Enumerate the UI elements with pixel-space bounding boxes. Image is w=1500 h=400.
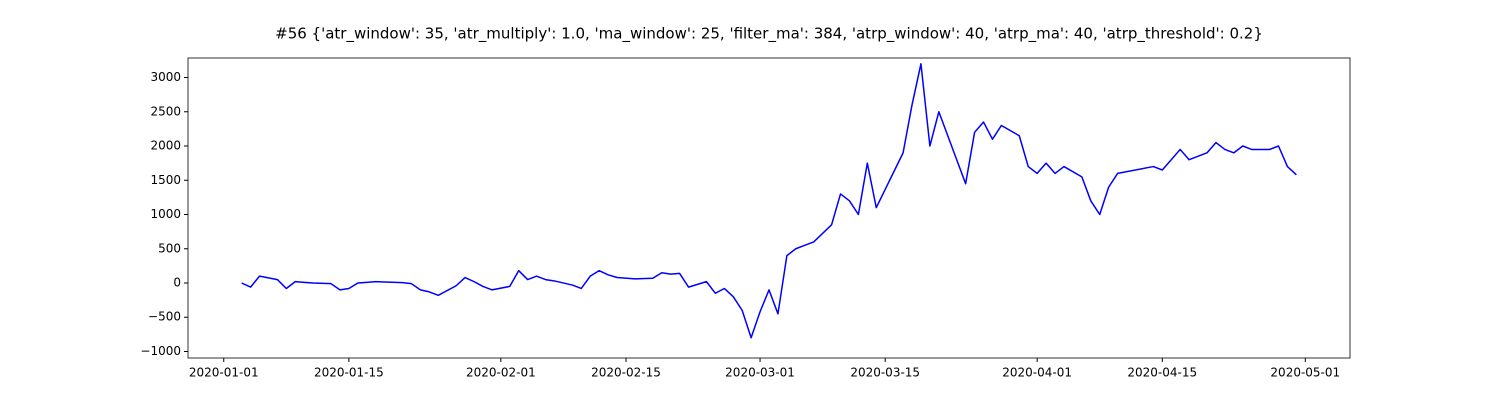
y-tick-label: 1500 xyxy=(150,173,181,187)
y-tick-label: 2000 xyxy=(150,139,181,153)
x-tick-label: 2020-04-15 xyxy=(1127,366,1197,380)
x-tick-label: 2020-02-01 xyxy=(466,366,536,380)
x-tick-label: 2020-01-15 xyxy=(314,366,384,380)
y-tick-label: 500 xyxy=(158,241,181,255)
chart-title: #56 {'atr_window': 35, 'atr_multiply': 1… xyxy=(275,25,1263,44)
x-tick-label: 2020-03-01 xyxy=(725,366,795,380)
y-tick-label: −500 xyxy=(148,310,181,324)
x-tick-label: 2020-05-01 xyxy=(1270,366,1340,380)
plot-frame xyxy=(187,57,1351,359)
y-tick-label: 3000 xyxy=(150,70,181,84)
x-tick-label: 2020-02-15 xyxy=(591,366,661,380)
x-tick-label: 2020-01-01 xyxy=(189,366,259,380)
data-line xyxy=(241,63,1297,339)
y-tick-label: 2500 xyxy=(150,104,181,118)
x-tick-label: 2020-04-01 xyxy=(1002,366,1072,380)
y-tick-label: 1000 xyxy=(150,207,181,221)
y-tick-label: −1000 xyxy=(140,344,181,358)
x-tick-label: 2020-03-15 xyxy=(850,366,920,380)
y-tick-label: 0 xyxy=(173,276,181,290)
